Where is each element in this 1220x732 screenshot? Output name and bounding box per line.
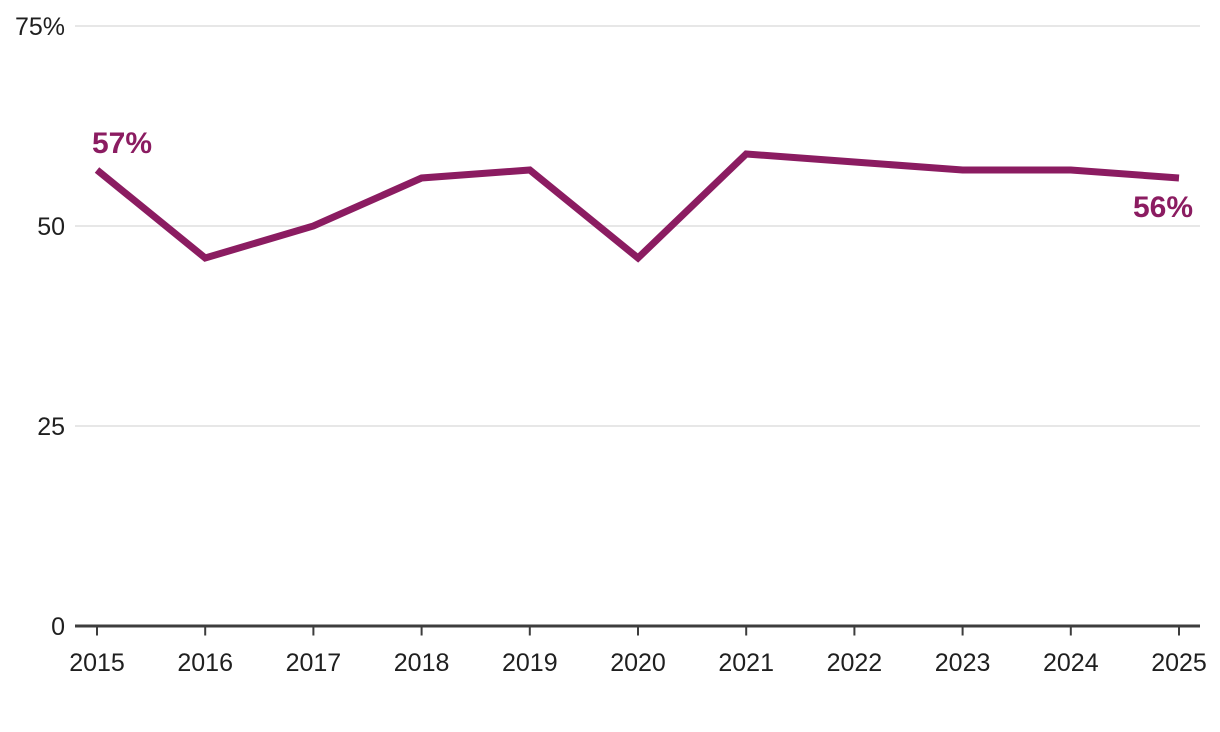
data-point-label: 57% bbox=[92, 127, 152, 160]
data-point-label: 56% bbox=[1133, 191, 1193, 224]
y-axis-tick-label: 50 bbox=[37, 213, 65, 241]
data-annotations: 57% 56% bbox=[92, 127, 1193, 224]
x-axis-tick-label: 2016 bbox=[177, 649, 233, 677]
x-axis-labels: 2015 2016 2017 2018 2019 2020 2021 2022 2023 2024… bbox=[69, 649, 1207, 677]
x-axis-tick-label: 2024 bbox=[1043, 649, 1099, 677]
data-line bbox=[94, 150, 1180, 263]
x-axis-tick-label: 2023 bbox=[935, 649, 991, 677]
x-axis-tick-label: 2022 bbox=[827, 649, 883, 677]
x-axis-tick-label: 2015 bbox=[69, 649, 125, 677]
x-axis-tick-label: 2019 bbox=[502, 649, 558, 677]
x-axis-tick-label: 2018 bbox=[394, 649, 450, 677]
y-axis-tick-label: 25 bbox=[37, 413, 65, 441]
x-axis-tick-label: 2020 bbox=[610, 649, 666, 677]
gridlines bbox=[75, 25, 1200, 427]
x-axis bbox=[75, 624, 1200, 636]
x-axis-tick-label: 2025 bbox=[1151, 649, 1207, 677]
y-axis-tick-label: 0 bbox=[51, 613, 65, 641]
y-axis-labels: 0 25 50 75% bbox=[15, 13, 65, 641]
x-axis-tick-label: 2021 bbox=[718, 649, 774, 677]
y-axis-tick-label: 75% bbox=[15, 13, 65, 41]
data-series bbox=[94, 150, 1180, 263]
x-axis-tick-label: 2017 bbox=[286, 649, 342, 677]
